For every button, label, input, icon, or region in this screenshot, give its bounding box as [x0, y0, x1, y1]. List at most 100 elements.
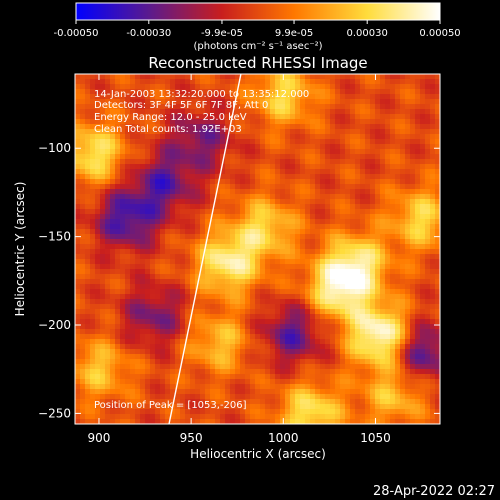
- heatmap-cell: [120, 334, 125, 339]
- heatmap-cell: [140, 94, 145, 99]
- heatmap-cell: [95, 249, 100, 254]
- heatmap-cell: [145, 194, 150, 199]
- heatmap-cell: [120, 204, 125, 209]
- heatmap-cell: [435, 119, 440, 124]
- heatmap-cell: [210, 339, 215, 344]
- heatmap-cell: [410, 134, 415, 139]
- heatmap-cell: [230, 74, 235, 79]
- heatmap-cell: [370, 184, 375, 189]
- heatmap-cell: [265, 209, 270, 214]
- heatmap-cell: [225, 294, 230, 299]
- heatmap-cell: [295, 364, 300, 369]
- heatmap-cell: [185, 299, 190, 304]
- heatmap-cell: [245, 234, 250, 239]
- heatmap-cell: [125, 319, 130, 324]
- heatmap-cell: [325, 274, 330, 279]
- heatmap-cell: [140, 284, 145, 289]
- heatmap-cell: [110, 269, 115, 274]
- heatmap-cell: [250, 94, 255, 99]
- heatmap-cell: [205, 289, 210, 294]
- heatmap-cell: [215, 259, 220, 264]
- heatmap-cell: [340, 229, 345, 234]
- heatmap-cell: [80, 389, 85, 394]
- heatmap-cell: [385, 304, 390, 309]
- heatmap-cell: [435, 394, 440, 399]
- heatmap-cell: [345, 154, 350, 159]
- heatmap-cell: [325, 294, 330, 299]
- heatmap-cell: [295, 409, 300, 414]
- heatmap-cell: [80, 74, 85, 79]
- heatmap-cell: [150, 119, 155, 124]
- heatmap-cell: [430, 269, 435, 274]
- colorbar-tick-label: 9.9e-05: [275, 28, 313, 39]
- heatmap-cell: [185, 129, 190, 134]
- heatmap-cell: [430, 234, 435, 239]
- heatmap-cell: [160, 254, 165, 259]
- heatmap-cell: [335, 159, 340, 164]
- heatmap-cell: [205, 149, 210, 154]
- heatmap-cell: [200, 279, 205, 284]
- heatmap-cell: [240, 389, 245, 394]
- heatmap-cell: [250, 289, 255, 294]
- heatmap-cell: [175, 304, 180, 309]
- heatmap-cell: [185, 374, 190, 379]
- heatmap-cell: [285, 269, 290, 274]
- heatmap-cell: [75, 149, 80, 154]
- heatmap-cell: [415, 89, 420, 94]
- heatmap-cell: [175, 244, 180, 249]
- heatmap-cell: [160, 119, 165, 124]
- heatmap-cell: [100, 249, 105, 254]
- heatmap-cell: [265, 144, 270, 149]
- heatmap-cell: [375, 79, 380, 84]
- heatmap-cell: [95, 204, 100, 209]
- heatmap-cell: [285, 314, 290, 319]
- heatmap-cell: [285, 229, 290, 234]
- heatmap-cell: [195, 354, 200, 359]
- heatmap-cell: [135, 294, 140, 299]
- heatmap-cell: [410, 324, 415, 329]
- heatmap-cell: [330, 384, 335, 389]
- heatmap-cell: [290, 134, 295, 139]
- heatmap-cell: [340, 99, 345, 104]
- heatmap-cell: [340, 84, 345, 89]
- heatmap-cell: [420, 84, 425, 89]
- heatmap-cell: [435, 384, 440, 389]
- heatmap-cell: [295, 74, 300, 79]
- heatmap-cell: [310, 409, 315, 414]
- heatmap-cell: [345, 309, 350, 314]
- heatmap-cell: [255, 364, 260, 369]
- heatmap-cell: [415, 224, 420, 229]
- heatmap-cell: [225, 74, 230, 79]
- heatmap-cell: [80, 109, 85, 114]
- heatmap-cell: [285, 94, 290, 99]
- heatmap-cell: [410, 349, 415, 354]
- heatmap-cell: [205, 169, 210, 174]
- heatmap-cell: [275, 374, 280, 379]
- heatmap-cell: [420, 264, 425, 269]
- heatmap-cell: [200, 299, 205, 304]
- heatmap-cell: [265, 324, 270, 329]
- heatmap-cell: [355, 74, 360, 79]
- heatmap-cell: [305, 359, 310, 364]
- heatmap-cell: [230, 339, 235, 344]
- heatmap-cell: [260, 149, 265, 154]
- heatmap-cell: [85, 204, 90, 209]
- heatmap-cell: [175, 369, 180, 374]
- heatmap-cell: [335, 99, 340, 104]
- heatmap-cell: [90, 189, 95, 194]
- heatmap-cell: [100, 214, 105, 219]
- heatmap-cell: [90, 409, 95, 414]
- heatmap-cell: [285, 334, 290, 339]
- heatmap-cell: [395, 184, 400, 189]
- heatmap-cell: [235, 189, 240, 194]
- heatmap-cell: [405, 234, 410, 239]
- heatmap-cell: [285, 124, 290, 129]
- heatmap-cell: [205, 114, 210, 119]
- heatmap-cell: [80, 159, 85, 164]
- heatmap-cell: [355, 104, 360, 109]
- heatmap-cell: [385, 159, 390, 164]
- colorbar-unit-label: (photons cm⁻² s⁻¹ asec⁻²): [193, 41, 322, 52]
- heatmap-cell: [205, 109, 210, 114]
- heatmap-cell: [145, 149, 150, 154]
- heatmap-cell: [145, 204, 150, 209]
